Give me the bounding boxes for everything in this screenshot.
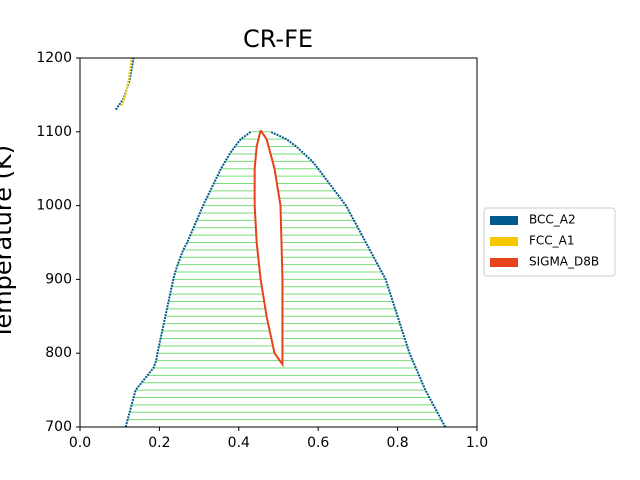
y-tick-label: 1200: [36, 50, 72, 66]
y-tick-label: 900: [45, 271, 72, 287]
phase-boundary: [124, 130, 252, 428]
legend-swatch: [490, 258, 518, 267]
y-tick-label: 800: [45, 345, 72, 361]
y-tick-label: 1000: [36, 198, 72, 214]
legend-swatch: [490, 237, 518, 246]
y-axis-label: Temperature (K): [0, 145, 17, 340]
phase-boundary: [270, 130, 447, 428]
legend-label: SIGMA_D8B: [529, 255, 599, 269]
legend-label: BCC_A2: [529, 213, 576, 227]
phase-boundary: [253, 129, 284, 368]
x-tick-label: 0.4: [228, 435, 250, 451]
chart-title: CR-FE: [243, 25, 313, 53]
x-tick-label: 0.8: [386, 435, 408, 451]
y-tick-label: 700: [45, 419, 72, 435]
legend-swatch: [490, 216, 518, 225]
phase-boundary: [114, 57, 135, 111]
axes-frame: [79, 57, 478, 428]
plot-area: [114, 57, 447, 428]
x-tick-label: 0.2: [148, 435, 170, 451]
x-tick-label: 1.0: [466, 435, 488, 451]
x-tick-label: 0.0: [69, 435, 91, 451]
x-tick-label: 0.6: [307, 435, 329, 451]
x-axis-label: X(CR): [244, 477, 313, 480]
y-tick-label: 1100: [36, 124, 72, 140]
legend: BCC_A2 FCC_A1 SIGMA_D8B: [483, 207, 616, 277]
legend-label: FCC_A1: [529, 234, 575, 248]
